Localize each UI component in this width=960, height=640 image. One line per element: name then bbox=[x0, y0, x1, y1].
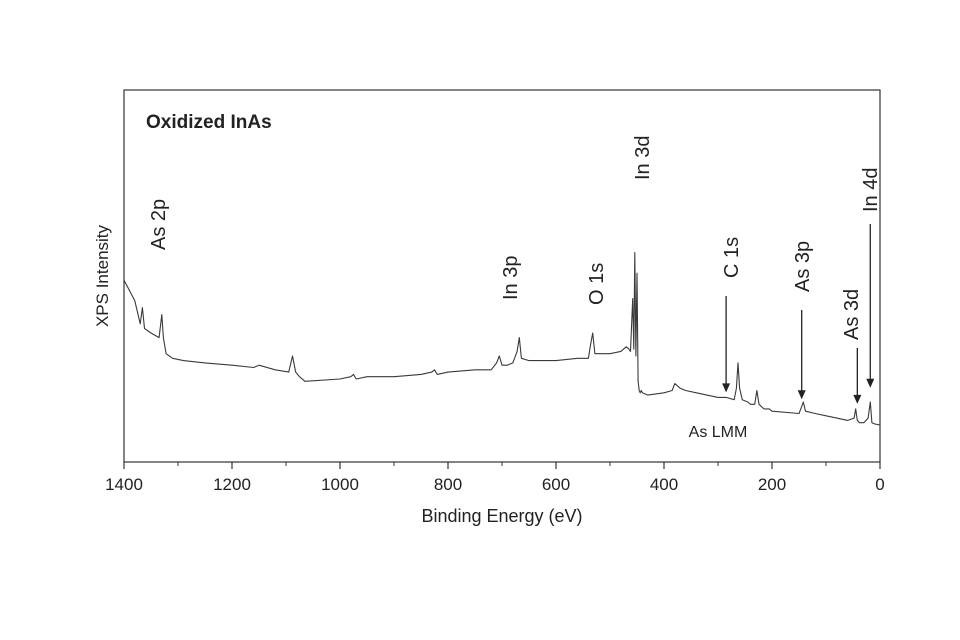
x-tick-label: 600 bbox=[542, 475, 570, 494]
x-tick-label: 400 bbox=[650, 475, 678, 494]
peak-annotations: As 2p In 3p O 1s In 3d C 1s As 3p As 3d In 4d As… bbox=[148, 136, 882, 441]
peak-label-as-3d: As 3d bbox=[841, 289, 863, 340]
x-axis-tick-labels: 1400 1200 1000 800 600 400 200 0 bbox=[105, 475, 885, 494]
x-axis-label: Binding Energy (eV) bbox=[421, 506, 582, 526]
plot-frame bbox=[123, 89, 881, 463]
y-axis-label: XPS Intensity bbox=[93, 224, 112, 327]
x-tick-label: 1200 bbox=[213, 475, 251, 494]
x-tick-label: 0 bbox=[875, 475, 884, 494]
arrow-head-as-3p bbox=[797, 390, 806, 400]
arrow-head-as-3d bbox=[853, 394, 862, 404]
peak-label-in-4d: In 4d bbox=[860, 168, 882, 212]
peak-label-c-1s: C 1s bbox=[721, 237, 743, 278]
peak-label-as-2p: As 2p bbox=[148, 199, 170, 250]
peak-label-as-lmm: As LMM bbox=[689, 424, 748, 441]
x-tick-label: 1000 bbox=[321, 475, 359, 494]
arrow-head-c-1s bbox=[722, 383, 731, 393]
x-axis-ticks bbox=[123, 462, 881, 469]
peak-label-as-3p: As 3p bbox=[792, 241, 814, 292]
spectrum-line bbox=[123, 251, 881, 426]
x-tick-label: 1400 bbox=[105, 475, 143, 494]
x-tick-label: 200 bbox=[758, 475, 786, 494]
arrow-head-in-4d bbox=[866, 378, 875, 388]
x-tick-label: 800 bbox=[434, 475, 462, 494]
peak-label-o-1s: O 1s bbox=[586, 263, 608, 305]
peak-label-in-3p: In 3p bbox=[500, 256, 522, 300]
chart-title: Oxidized InAs bbox=[146, 112, 272, 133]
peak-label-in-3d: In 3d bbox=[632, 136, 654, 180]
